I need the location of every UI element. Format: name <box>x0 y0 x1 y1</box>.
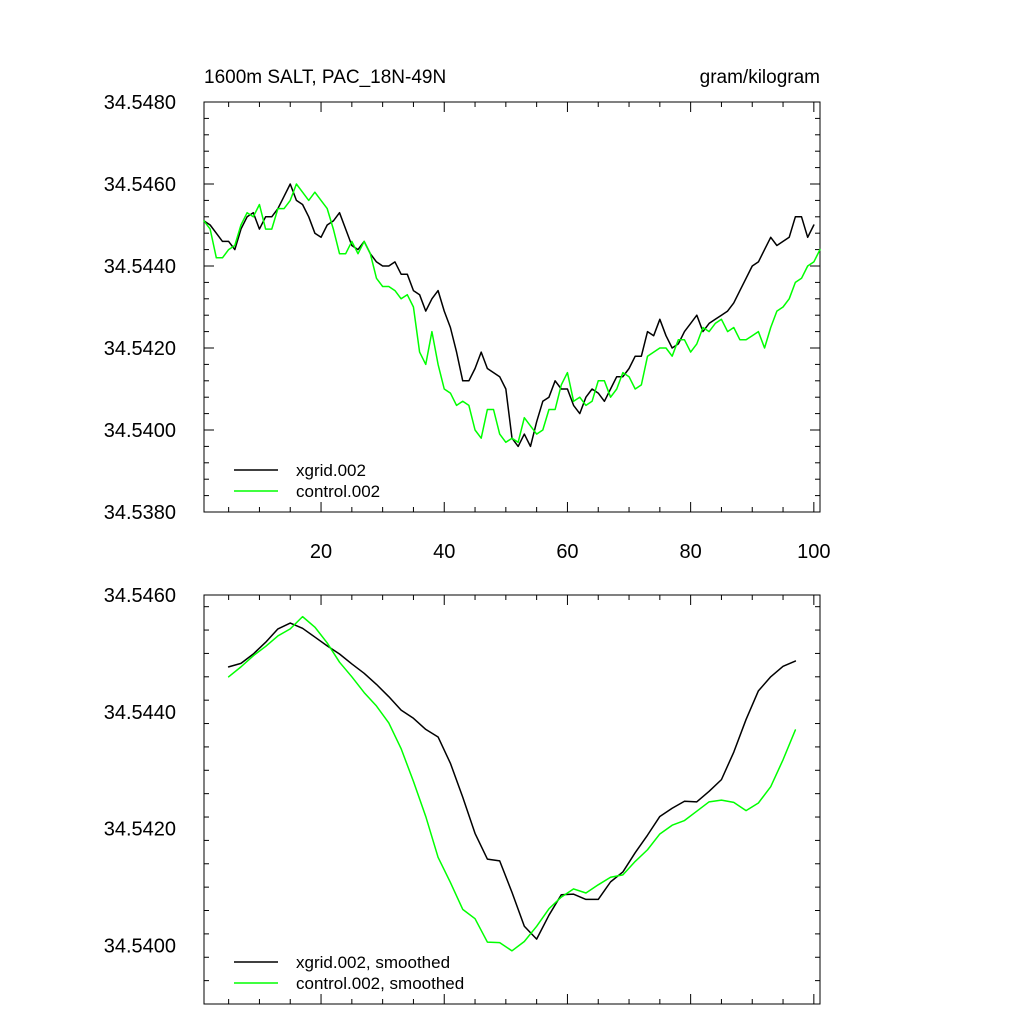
series-line-control <box>227 615 797 952</box>
legend-label-control-smoothed: control.002, smoothed <box>296 974 464 993</box>
legend-label-xgrid: xgrid.002 <box>296 461 366 480</box>
legend-bottom: xgrid.002, smoothed control.002, smoothe… <box>234 953 464 993</box>
x-tick-label: 80 <box>680 541 702 563</box>
plot-frame <box>203 594 821 1005</box>
chart-title: 1600m SALT, PAC_18N-49N <box>204 67 446 88</box>
legend-label-control: control.002 <box>296 482 380 501</box>
x-tick-label: 100 <box>797 541 830 563</box>
series-line-control <box>203 183 821 444</box>
y-tick-label: 34.5420 <box>104 338 176 360</box>
units-label: gram/kilogram <box>700 67 820 88</box>
y-tick-label: 34.5460 <box>104 585 176 607</box>
y-tick-label: 34.5460 <box>104 174 176 196</box>
y-tick-label: 34.5440 <box>104 256 176 278</box>
legend-label-xgrid-smoothed: xgrid.002, smoothed <box>296 953 450 972</box>
legend-top: xgrid.002 control.002 <box>234 461 380 501</box>
plot-panel-2: 34.5400 34.5420 34.5440 34.5460 <box>104 585 821 1005</box>
series-line-xgrid <box>203 183 815 448</box>
y-tick-label: 34.5480 <box>104 92 176 114</box>
plot-frame <box>203 101 821 513</box>
y-tick-label: 34.5380 <box>104 502 176 524</box>
y-tick-label: 34.5440 <box>104 702 176 724</box>
y-tick-label: 34.5400 <box>104 936 176 958</box>
y-tick-label: 34.5420 <box>104 819 176 841</box>
x-tick-label: 60 <box>556 541 578 563</box>
x-tick-label: 40 <box>433 541 455 563</box>
series-line-xgrid <box>227 622 797 940</box>
y-tick-label: 34.5400 <box>104 420 176 442</box>
x-tick-label: 20 <box>310 541 332 563</box>
plot-panel-1: 20 40 60 80 100 34.5380 34.5400 34.5420 34.5440 3… <box>104 92 831 563</box>
